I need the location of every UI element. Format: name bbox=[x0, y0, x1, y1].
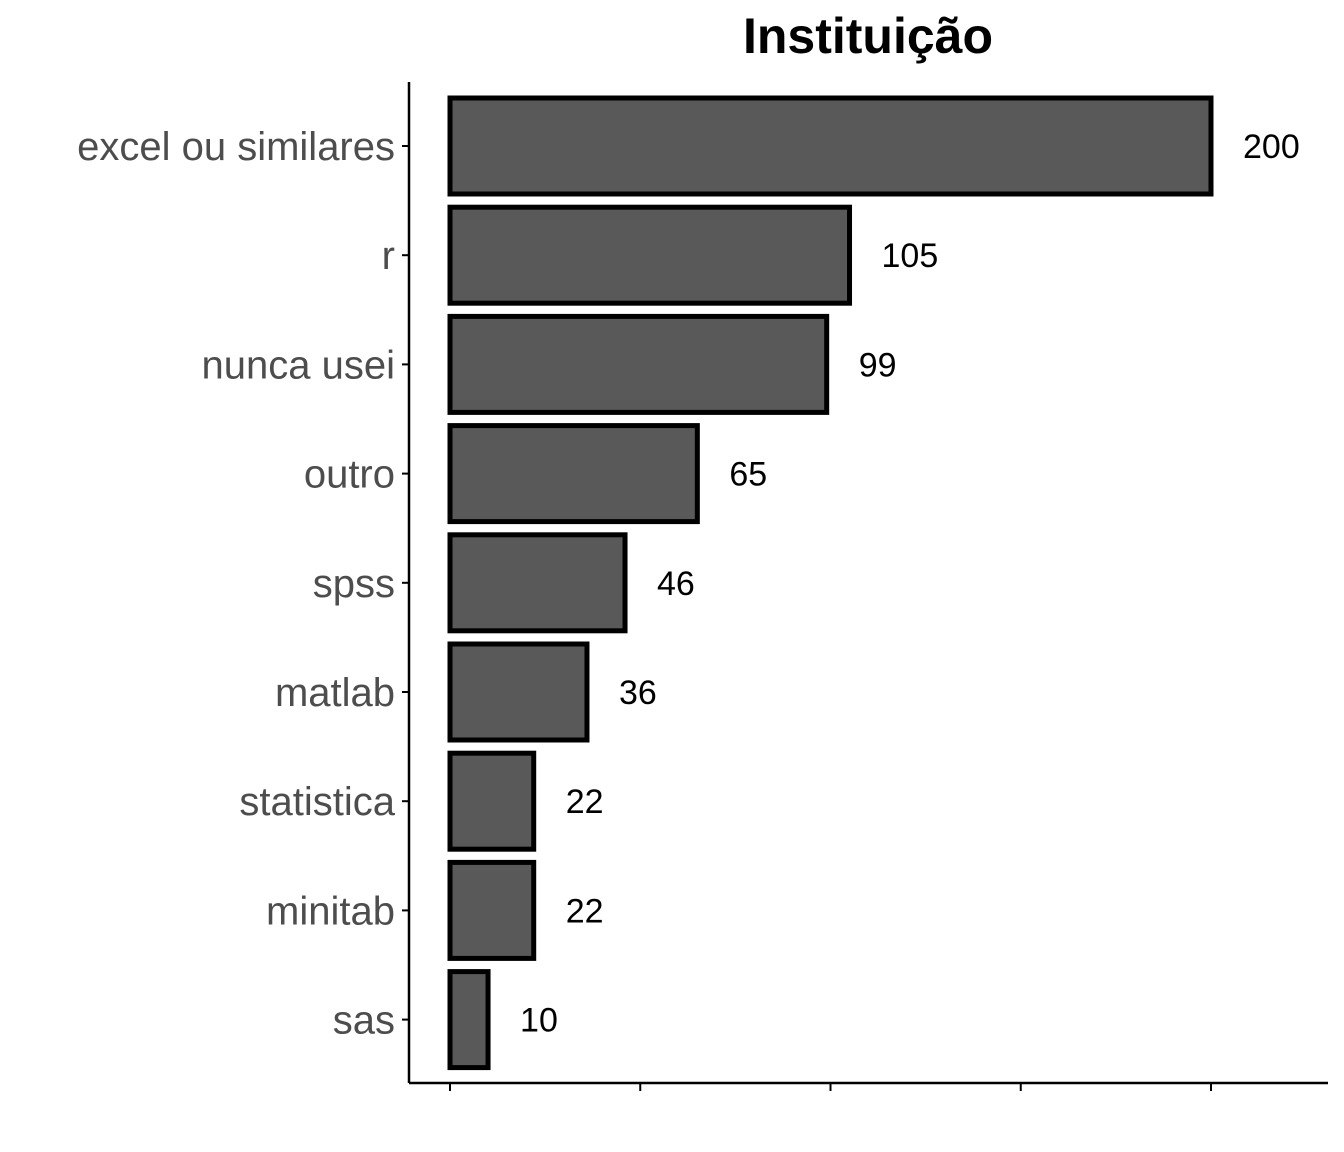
category-label-matlab: matlab bbox=[275, 671, 395, 715]
value-label-nunca-usei: 99 bbox=[859, 346, 897, 384]
category-labels-group: excel ou similares r nunca usei outro spss ma… bbox=[77, 125, 396, 1043]
bar-r bbox=[447, 204, 853, 306]
category-label-minitab: minitab bbox=[266, 889, 395, 933]
value-label-matlab: 36 bbox=[619, 674, 657, 712]
value-labels-group: 200 105 99 65 46 36 22 22 10 bbox=[520, 128, 1300, 1040]
value-label-r: 105 bbox=[882, 237, 939, 275]
axes-group bbox=[402, 82, 1328, 1091]
category-label-statistica: statistica bbox=[239, 780, 395, 824]
value-label-sas: 10 bbox=[520, 1002, 558, 1040]
category-label-spss: spss bbox=[313, 562, 395, 606]
category-label-excel-ou-similares: excel ou similares bbox=[77, 125, 395, 169]
value-label-outro: 65 bbox=[729, 456, 767, 494]
bar-minitab bbox=[447, 859, 537, 961]
category-label-sas: sas bbox=[333, 999, 395, 1043]
category-label-r: r bbox=[382, 234, 395, 278]
bar-matlab bbox=[447, 641, 590, 743]
bars-group bbox=[447, 95, 1214, 1071]
bar-nunca-usei bbox=[447, 313, 830, 415]
bar-spss bbox=[447, 532, 628, 634]
category-label-outro: outro bbox=[304, 453, 395, 497]
bar-excel-ou-similares bbox=[447, 95, 1214, 197]
bar-sas bbox=[447, 969, 491, 1071]
value-label-minitab: 22 bbox=[566, 892, 604, 930]
bar-outro bbox=[447, 423, 700, 525]
value-label-excel-ou-similares: 200 bbox=[1243, 128, 1300, 166]
category-label-nunca-usei: nunca usei bbox=[202, 343, 395, 387]
bar-statistica bbox=[447, 750, 537, 852]
value-label-statistica: 22 bbox=[566, 783, 604, 821]
chart-title: Instituição bbox=[743, 8, 993, 64]
value-label-spss: 46 bbox=[657, 565, 695, 603]
